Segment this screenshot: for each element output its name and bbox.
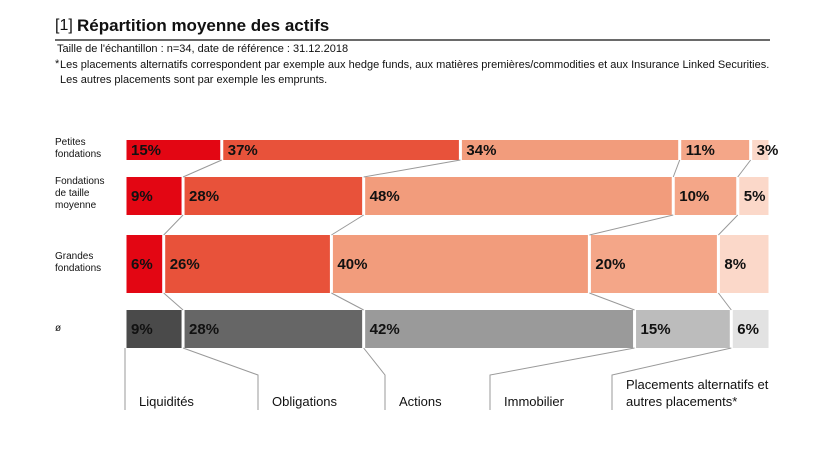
bar-segment bbox=[752, 140, 769, 160]
connector bbox=[737, 159, 752, 178]
figure-label: [1] bbox=[55, 17, 73, 34]
value-label: 5% bbox=[744, 188, 766, 205]
bar-segment bbox=[332, 235, 588, 293]
value-label: 15% bbox=[641, 321, 671, 338]
connector bbox=[672, 159, 681, 178]
legend-label: Actions bbox=[399, 394, 442, 409]
bar-segment bbox=[165, 235, 330, 293]
connector bbox=[589, 292, 635, 311]
row-label: Fondations de taille moyenne bbox=[55, 176, 105, 211]
legend-leader bbox=[611, 347, 732, 410]
row-label: Petites fondations bbox=[55, 137, 102, 160]
connector bbox=[163, 214, 184, 236]
connector bbox=[331, 292, 364, 311]
value-label: 34% bbox=[466, 142, 496, 159]
value-label: 20% bbox=[595, 256, 625, 273]
bar-segment bbox=[732, 310, 769, 348]
value-label: 42% bbox=[370, 321, 400, 338]
value-label: 3% bbox=[757, 142, 779, 159]
bar-segment bbox=[739, 177, 769, 215]
value-label: 6% bbox=[131, 256, 153, 273]
value-label: 11% bbox=[686, 142, 715, 159]
bar-segment bbox=[126, 177, 182, 215]
connector bbox=[589, 214, 674, 236]
bar-segment bbox=[590, 235, 717, 293]
bar-segment bbox=[126, 310, 182, 348]
bar-segment bbox=[184, 177, 363, 215]
row-label: ø bbox=[55, 323, 62, 334]
legend-label: Placements alternatifs et autres placeme… bbox=[626, 377, 769, 409]
value-label: 15% bbox=[131, 142, 161, 159]
value-label: 10% bbox=[679, 188, 709, 205]
chart-title: Répartition moyenne des actifs bbox=[77, 16, 330, 35]
bar-segment bbox=[126, 140, 221, 160]
bar-segment bbox=[681, 140, 750, 160]
connector bbox=[182, 159, 222, 178]
legend-leader bbox=[489, 347, 635, 410]
value-label: 40% bbox=[337, 256, 367, 273]
note: Les placements alternatifs correspondent… bbox=[60, 59, 770, 86]
connector bbox=[718, 214, 739, 236]
legend-leader bbox=[363, 347, 386, 410]
bar-segment bbox=[674, 177, 737, 215]
value-label: 28% bbox=[189, 321, 219, 338]
subtitle: Taille de l'échantillon : n=34, date de … bbox=[57, 43, 349, 55]
bar-segment bbox=[365, 177, 672, 215]
row-label: Grandes fondations bbox=[55, 251, 102, 274]
note-marker: * bbox=[55, 58, 60, 70]
value-label: 6% bbox=[737, 321, 759, 338]
legend-label: Liquidités bbox=[139, 394, 194, 409]
bar-segment bbox=[365, 310, 634, 348]
value-label: 37% bbox=[228, 142, 258, 159]
legend-label: Obligations bbox=[272, 394, 338, 409]
value-label: 48% bbox=[370, 188, 400, 205]
connector bbox=[331, 214, 364, 236]
value-label: 8% bbox=[724, 256, 746, 273]
bar-segment bbox=[461, 140, 679, 160]
legend-leader bbox=[182, 347, 259, 410]
bar-segment bbox=[719, 235, 769, 293]
connector bbox=[163, 292, 184, 311]
legend-label: Immobilier bbox=[504, 394, 564, 409]
value-label: 9% bbox=[131, 321, 153, 338]
bar-segment bbox=[636, 310, 730, 348]
bar-segment bbox=[223, 140, 459, 160]
value-label: 26% bbox=[170, 256, 200, 273]
value-label: 9% bbox=[131, 188, 153, 205]
bar-segment bbox=[184, 310, 363, 348]
value-label: 28% bbox=[189, 188, 219, 205]
connector bbox=[363, 159, 461, 178]
bar-segment bbox=[126, 235, 163, 293]
connector bbox=[718, 292, 732, 311]
